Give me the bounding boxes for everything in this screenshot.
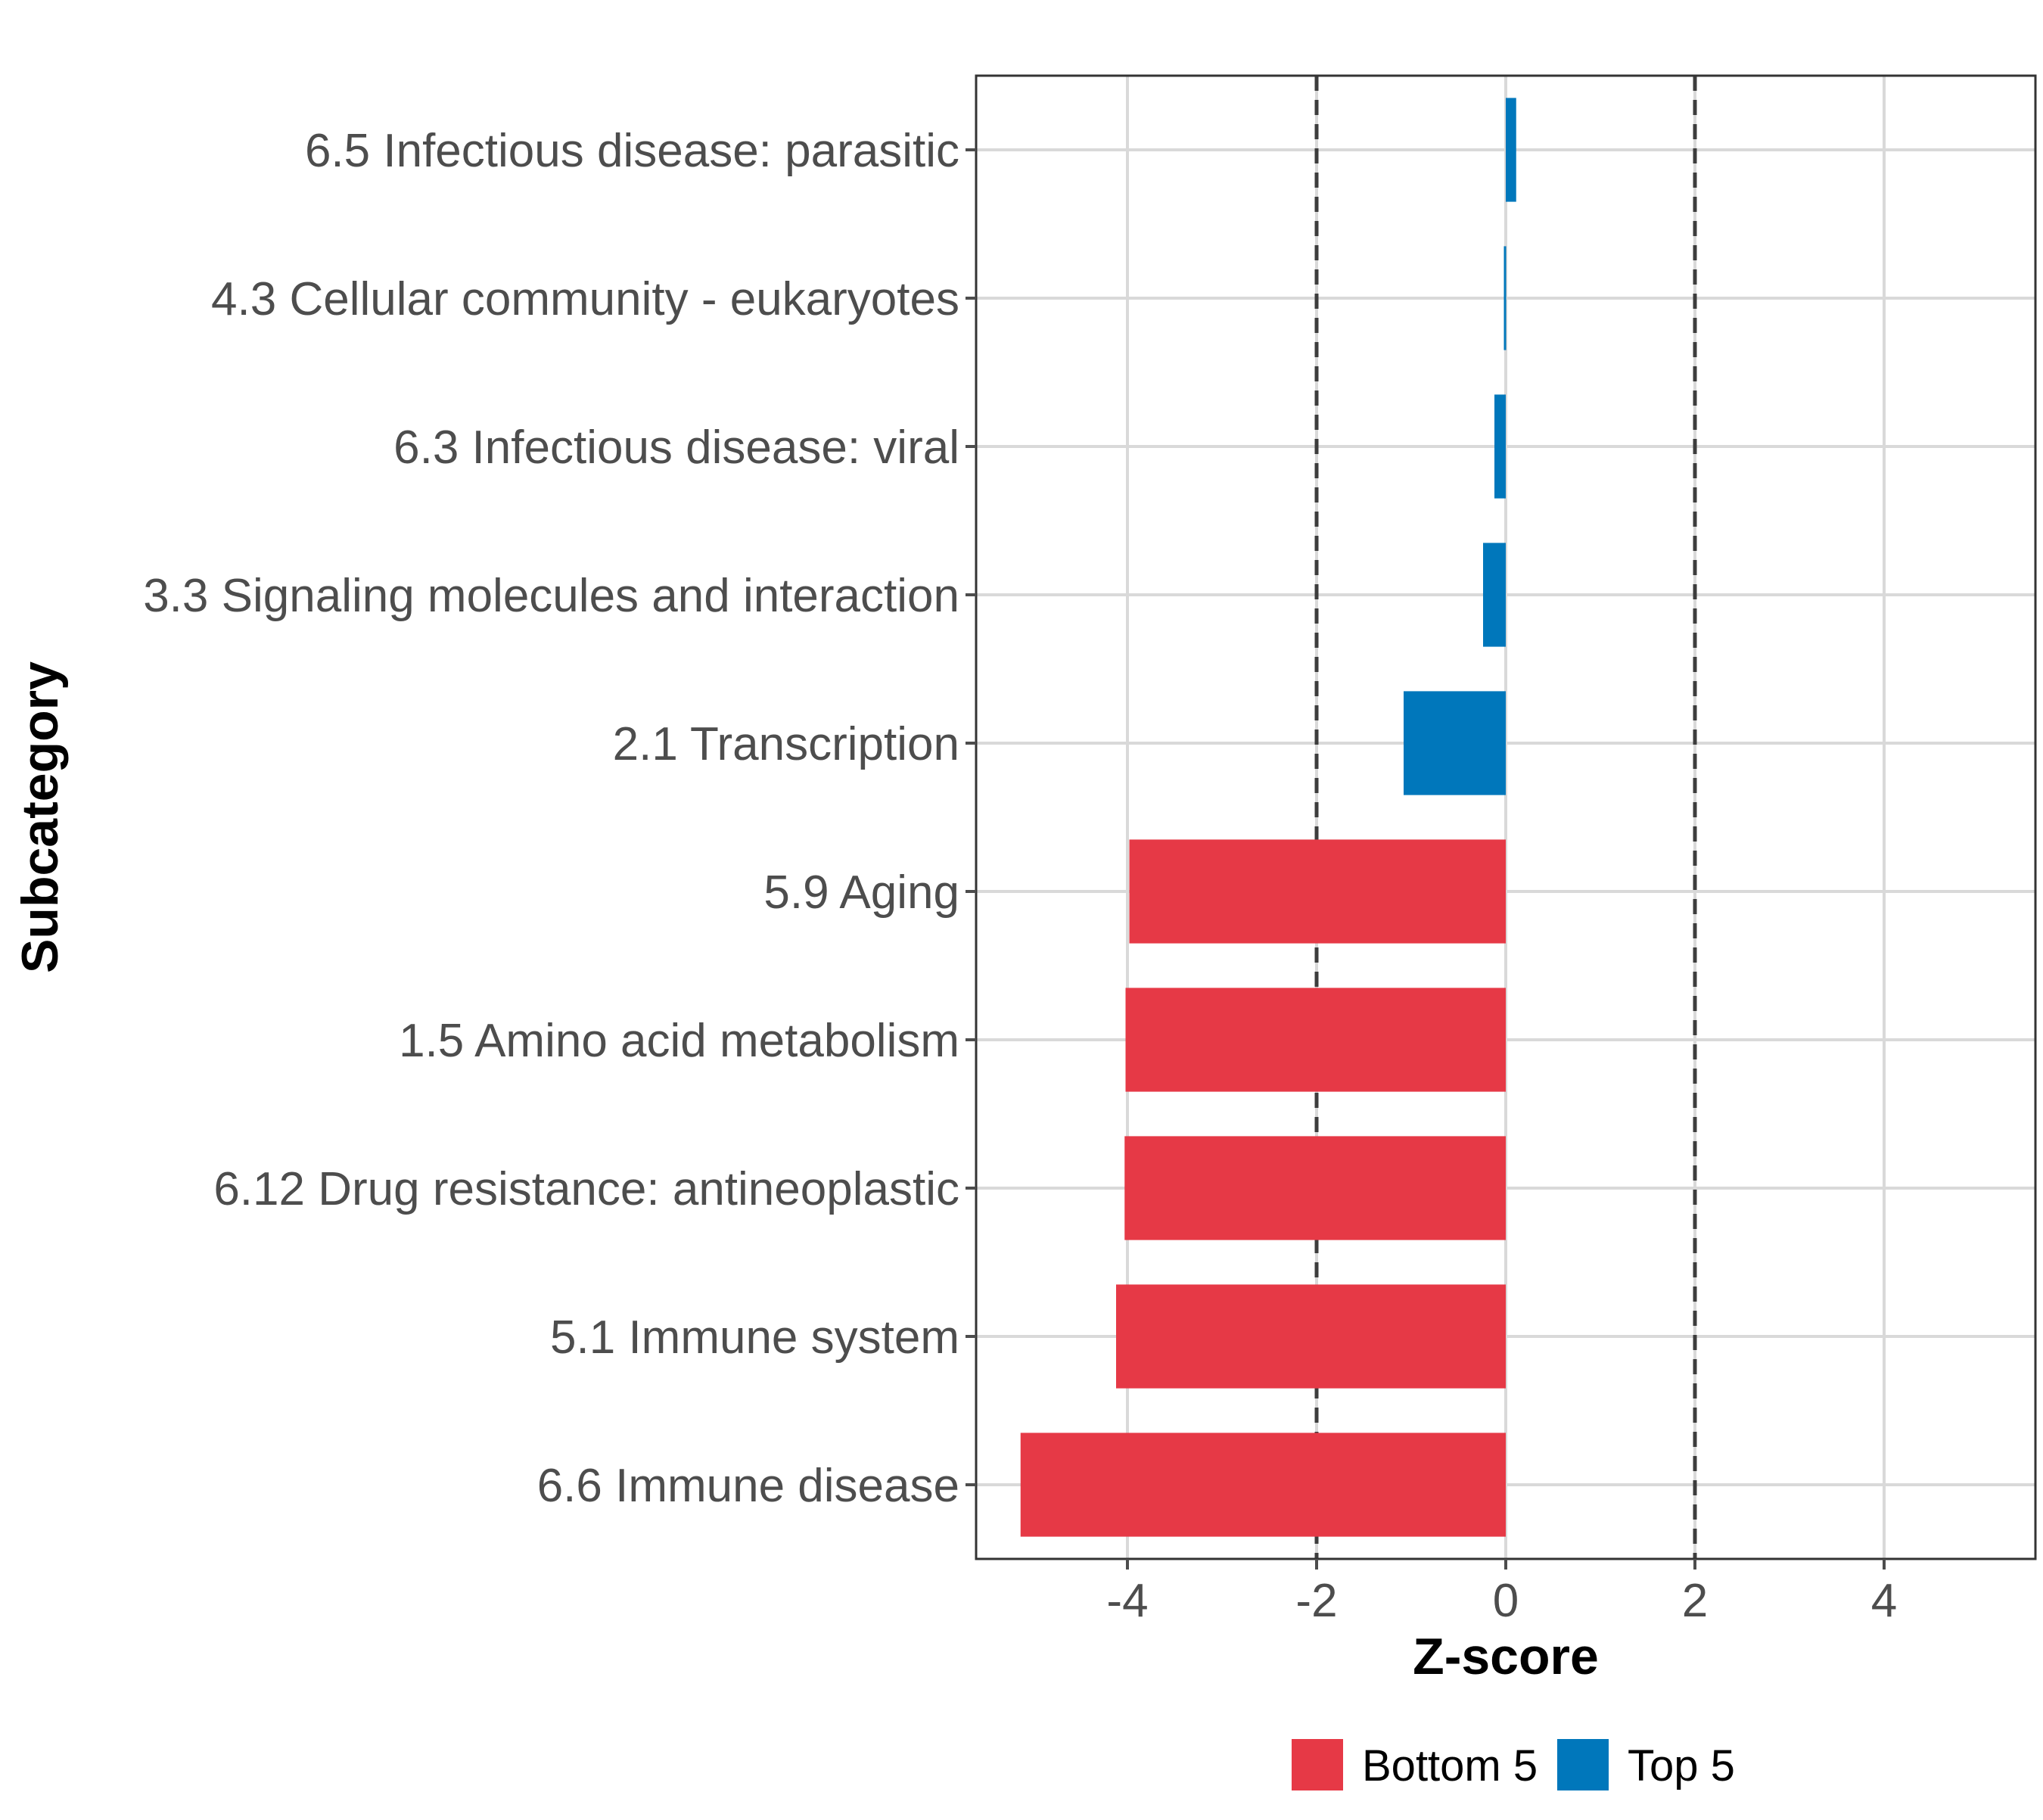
legend-label-bottom-5: Bottom 5 bbox=[1362, 1741, 1538, 1790]
x-axis: -4 -2 0 2 4 bbox=[1106, 1559, 1897, 1627]
x-tick-label: 0 bbox=[1493, 1575, 1519, 1627]
y-tick-label: 2.1 Transcription bbox=[613, 718, 959, 770]
y-tick-label: 5.1 Immune system bbox=[550, 1311, 959, 1364]
y-axis-title: Subcategory bbox=[11, 661, 69, 973]
bar bbox=[1020, 1433, 1506, 1537]
x-tick-label: -4 bbox=[1106, 1575, 1148, 1627]
legend: Bottom 5 Top 5 bbox=[1292, 1739, 1735, 1790]
bar bbox=[1503, 246, 1507, 350]
y-tick-label: 1.5 Amino acid metabolism bbox=[399, 1015, 959, 1067]
y-tick-label: 3.3 Signaling molecules and interaction bbox=[143, 570, 959, 622]
y-tick-label: 5.9 Aging bbox=[763, 866, 959, 919]
legend-swatch-top-5 bbox=[1557, 1739, 1609, 1790]
x-tick-label: 4 bbox=[1871, 1575, 1897, 1627]
bar bbox=[1125, 988, 1506, 1092]
bar bbox=[1129, 839, 1506, 944]
y-tick-label: 6.5 Infectious disease: parasitic bbox=[305, 125, 959, 177]
x-tick-label: 2 bbox=[1682, 1575, 1708, 1627]
bar bbox=[1124, 1136, 1506, 1240]
y-tick-label: 6.3 Infectious disease: viral bbox=[393, 422, 959, 474]
bar bbox=[1116, 1284, 1506, 1389]
x-tick-label: -2 bbox=[1295, 1575, 1337, 1627]
legend-swatch-bottom-5 bbox=[1292, 1739, 1343, 1790]
y-axis: 6.5 Infectious disease: parasitic 4.3 Cel… bbox=[143, 125, 976, 1512]
bar bbox=[1404, 691, 1506, 795]
legend-label-top-5: Top 5 bbox=[1628, 1741, 1735, 1790]
y-tick-label: 6.12 Drug resistance: antineoplastic bbox=[213, 1163, 959, 1215]
bar bbox=[1483, 543, 1506, 647]
y-tick-label: 4.3 Cellular community - eukaryotes bbox=[211, 273, 959, 325]
x-axis-title: Z-score bbox=[1413, 1628, 1599, 1685]
y-tick-label: 6.6 Immune disease bbox=[537, 1460, 959, 1512]
bar bbox=[1506, 98, 1516, 202]
bars bbox=[1020, 98, 1516, 1537]
bar bbox=[1494, 394, 1506, 499]
